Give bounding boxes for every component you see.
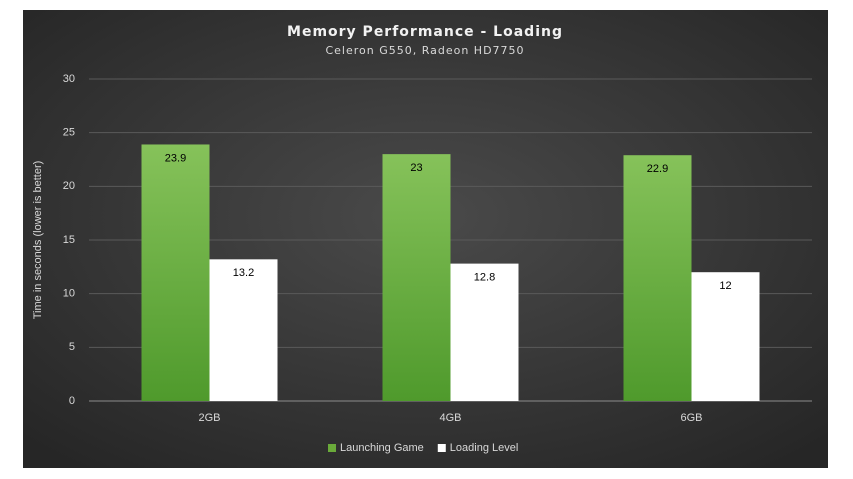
chart-title: Memory Performance - Loading: [287, 24, 563, 40]
y-tick-label: 5: [69, 341, 75, 353]
data-label: 23.9: [165, 152, 186, 164]
y-axis-label: Time in seconds (lower is better): [32, 161, 44, 320]
y-tick-label: 20: [63, 180, 75, 192]
data-label: 23: [410, 162, 422, 174]
x-tick-label: 6GB: [680, 412, 702, 424]
x-tick-label: 2GB: [198, 412, 220, 424]
bar: [691, 272, 760, 401]
x-tick-label: 4GB: [439, 412, 461, 424]
legend-swatch: [437, 444, 446, 452]
legend-label: Loading Level: [450, 442, 519, 454]
data-label: 12: [719, 280, 731, 292]
bar: [209, 259, 278, 401]
bar: [450, 263, 519, 401]
bar: [141, 144, 210, 401]
y-tick-label: 15: [63, 234, 75, 246]
y-tick-label: 25: [63, 127, 75, 139]
data-label: 12.8: [474, 272, 495, 284]
bar: [623, 155, 692, 401]
data-label: 13.2: [233, 267, 254, 279]
bar: [382, 154, 451, 401]
legend-swatch: [328, 444, 336, 452]
y-tick-label: 10: [63, 288, 75, 300]
data-label: 22.9: [647, 163, 668, 175]
y-tick-label: 30: [63, 73, 75, 85]
chart-subtitle: Celeron G550, Radeon HD7750: [325, 44, 524, 57]
legend-label: Launching Game: [340, 442, 424, 454]
y-tick-label: 0: [69, 395, 75, 407]
